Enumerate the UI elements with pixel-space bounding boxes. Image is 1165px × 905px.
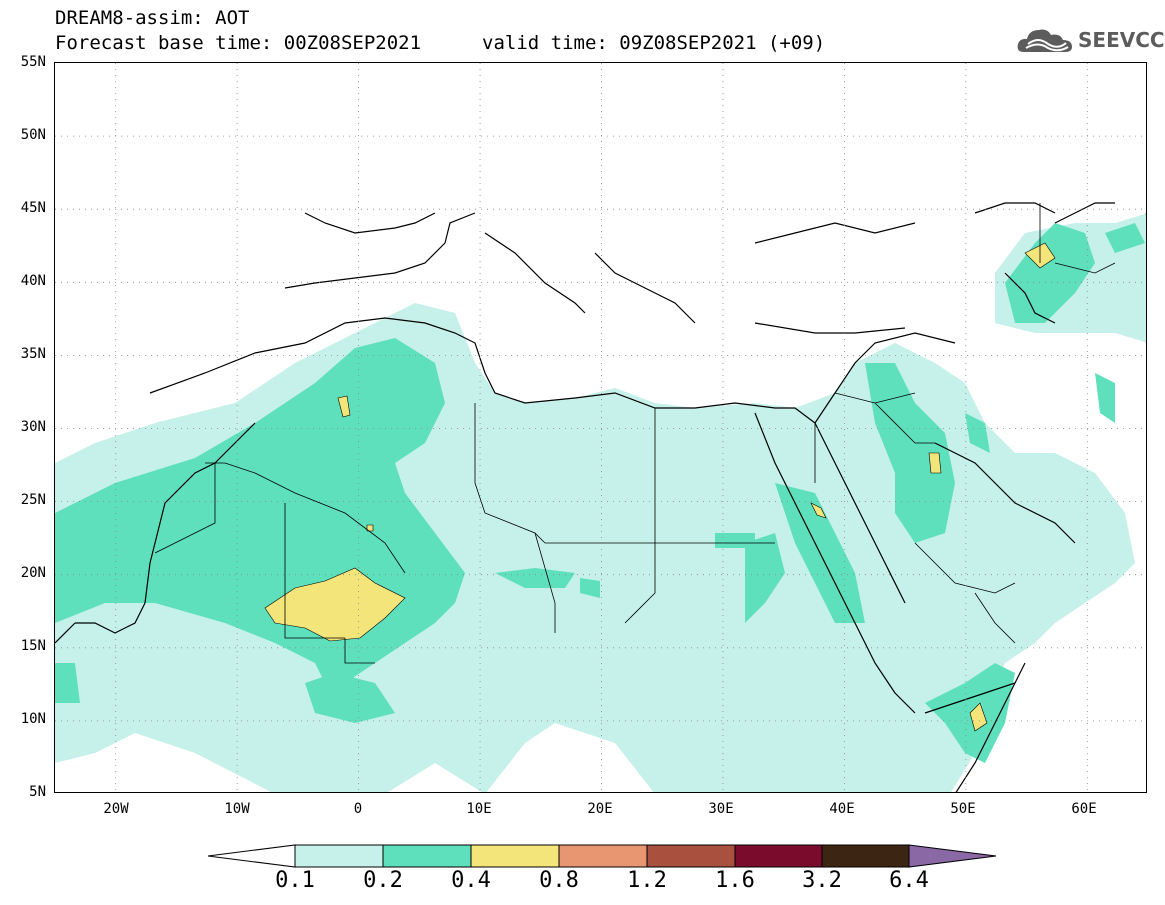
seevccc-logo: SEEVCCC: [1016, 22, 1165, 58]
colorbar-label: 0.8: [539, 868, 579, 893]
lat-label: 35N: [20, 346, 46, 362]
lon-label: 60E: [1071, 801, 1097, 817]
lon-label: 20W: [103, 801, 129, 817]
aot-field-0.4: [264, 242, 1056, 732]
colorbar-label: 1.6: [715, 868, 755, 893]
colorbar-label: 1.2: [627, 868, 667, 893]
country-borders: [154, 203, 1116, 664]
lat-label: 45N: [20, 200, 46, 216]
lat-label: 10N: [20, 711, 46, 727]
colorbar-label: 6.4: [889, 868, 929, 893]
colorbar-swatch: [646, 844, 736, 868]
cloud-icon: [1017, 29, 1072, 52]
colorbar-high-arrow: [908, 844, 997, 868]
lon-label: 20E: [587, 801, 613, 817]
lat-label: 20N: [20, 565, 46, 581]
graticule: [55, 63, 1146, 792]
colorbar-swatch: [294, 844, 384, 868]
colorbar-swatch: [734, 844, 823, 868]
lon-label: 40E: [829, 801, 855, 817]
lat-label: 40N: [20, 273, 46, 289]
forecast-base-time: Forecast base time: 00Z08SEP2021: [55, 32, 422, 54]
lat-label: 25N: [20, 492, 46, 508]
lon-label: 10E: [466, 801, 492, 817]
colorbar-label: 0.2: [363, 868, 403, 893]
lat-label: 50N: [20, 127, 46, 143]
lat-label: 5N: [29, 784, 46, 800]
colorbar: [207, 844, 997, 868]
colorbar-label: 3.2: [802, 868, 842, 893]
colorbar-swatch: [821, 844, 910, 868]
colorbar-swatch: [470, 844, 560, 868]
colorbar-label: 0.1: [275, 868, 315, 893]
colorbar-low-arrow: [207, 844, 296, 868]
colorbar-swatch: [382, 844, 472, 868]
lat-label: 30N: [20, 419, 46, 435]
aot-map: [54, 62, 1147, 793]
valid-time: valid time: 09Z08SEP2021 (+09): [482, 32, 826, 54]
lon-label: 30E: [708, 801, 734, 817]
lat-label: 15N: [20, 638, 46, 654]
logo-text: SEEVCCC: [1078, 28, 1165, 52]
map-title: DREAM8-assim: AOT: [55, 7, 250, 29]
lon-label: 0: [353, 801, 363, 817]
colorbar-swatch: [558, 844, 648, 868]
colorbar-label: 0.4: [451, 868, 491, 893]
map-canvas: [55, 63, 1146, 792]
lon-label: 10W: [224, 801, 250, 817]
lon-label: 50E: [950, 801, 976, 817]
lat-label: 55N: [20, 54, 46, 70]
